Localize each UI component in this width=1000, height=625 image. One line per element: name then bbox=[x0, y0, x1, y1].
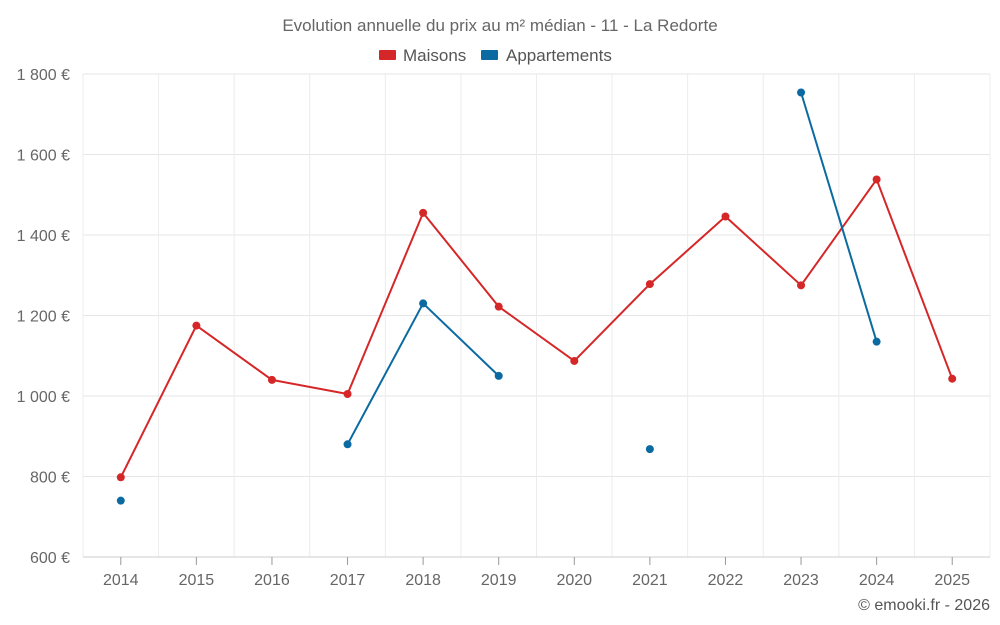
data-point[interactable] bbox=[797, 88, 806, 97]
x-tick-label: 2025 bbox=[934, 572, 970, 589]
x-tick-label: 2016 bbox=[254, 572, 290, 589]
series bbox=[116, 88, 957, 505]
data-point[interactable] bbox=[948, 374, 957, 383]
series-line bbox=[800, 92, 878, 342]
y-tick-label: 1 800 € bbox=[17, 67, 70, 84]
x-tick-label: 2022 bbox=[708, 572, 744, 589]
legend-label-appartements: Appartements bbox=[506, 46, 612, 65]
data-point[interactable] bbox=[116, 496, 125, 505]
x-tick-label: 2018 bbox=[405, 572, 441, 589]
data-point[interactable] bbox=[872, 337, 881, 346]
series-maisons bbox=[116, 175, 957, 482]
legend-swatch-maisons bbox=[379, 50, 396, 60]
legend-label-maisons: Maisons bbox=[403, 46, 466, 65]
data-point[interactable] bbox=[494, 371, 503, 380]
series-appartements bbox=[116, 88, 881, 505]
data-point[interactable] bbox=[343, 389, 352, 398]
x-tick-label: 2014 bbox=[103, 572, 139, 589]
data-point[interactable] bbox=[267, 375, 276, 384]
x-tick-label: 2020 bbox=[556, 572, 592, 589]
x-tick-label: 2021 bbox=[632, 572, 668, 589]
data-point[interactable] bbox=[721, 212, 730, 221]
axes: 600 € 800 € 1 000 € 1 200 € 1 400 € 1 600 € 1 … bbox=[17, 67, 990, 589]
data-point[interactable] bbox=[872, 175, 881, 184]
data-point[interactable] bbox=[494, 302, 503, 311]
y-tick-label: 800 € bbox=[30, 470, 70, 487]
data-point[interactable] bbox=[116, 473, 125, 482]
x-tick-label: 2017 bbox=[330, 572, 366, 589]
data-point[interactable] bbox=[192, 321, 201, 330]
y-tick-label: 1 400 € bbox=[17, 228, 70, 245]
data-point[interactable] bbox=[797, 281, 806, 290]
series-line bbox=[346, 302, 500, 445]
data-point[interactable] bbox=[419, 208, 428, 217]
y-tick-label: 1 000 € bbox=[17, 389, 70, 406]
legend-swatch-appartements bbox=[481, 50, 498, 60]
y-tick-label: 1 600 € bbox=[17, 148, 70, 165]
y-tick-label: 1 200 € bbox=[17, 309, 70, 326]
legend: Maisons Appartements bbox=[379, 46, 612, 65]
data-point[interactable] bbox=[645, 445, 654, 454]
series-line bbox=[119, 178, 954, 478]
data-point[interactable] bbox=[570, 356, 579, 365]
y-tick-label: 600 € bbox=[30, 550, 70, 567]
x-tick-label: 2024 bbox=[859, 572, 895, 589]
legend-item-maisons[interactable]: Maisons bbox=[379, 46, 466, 65]
data-point[interactable] bbox=[343, 440, 352, 449]
x-tick-label: 2023 bbox=[783, 572, 819, 589]
legend-item-appartements[interactable]: Appartements bbox=[481, 46, 612, 65]
data-point[interactable] bbox=[419, 299, 428, 308]
credit-text: © emooki.fr - 2026 bbox=[858, 597, 990, 614]
data-point[interactable] bbox=[645, 280, 654, 289]
x-tick-label: 2015 bbox=[179, 572, 215, 589]
x-tick-label: 2019 bbox=[481, 572, 517, 589]
grid bbox=[82, 73, 991, 557]
chart-title: Evolution annuelle du prix au m² médian … bbox=[282, 16, 717, 35]
